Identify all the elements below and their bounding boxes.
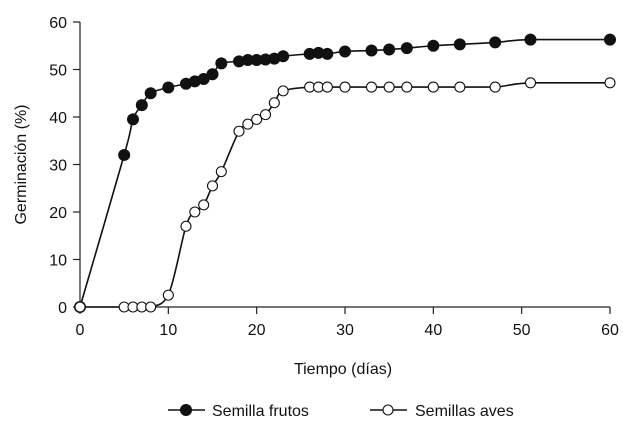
point-semilla-frutos (321, 47, 334, 60)
point-semilla-frutos (206, 68, 219, 81)
x-tick-label: 30 (336, 322, 354, 339)
point-semillas-aves (145, 301, 157, 313)
point-semillas-aves (454, 81, 466, 93)
legend-item-semilla-frutos: Semilla frutos (168, 403, 309, 420)
legend-label-semilla-frutos: Semilla frutos (212, 403, 309, 420)
x-tick-label: 10 (159, 322, 177, 339)
y-axis-label: Germinación (%) (13, 104, 30, 224)
point-semillas-aves (74, 301, 86, 313)
point-semilla-frutos (383, 43, 396, 56)
point-semillas-aves (339, 81, 351, 93)
point-semillas-aves (268, 97, 280, 109)
point-semilla-frutos (135, 99, 148, 112)
point-semilla-frutos (604, 33, 616, 46)
point-semillas-aves (251, 113, 263, 125)
y-tick-label: 40 (49, 110, 67, 127)
legend-marker-semillas-aves (382, 404, 394, 416)
point-semilla-frutos (162, 81, 175, 94)
point-semilla-frutos (215, 57, 228, 70)
point-semillas-aves (277, 85, 289, 97)
legend-item-semillas-aves: Semillas aves (370, 403, 514, 420)
point-semilla-frutos (427, 39, 440, 52)
y-tick-label: 50 (49, 63, 67, 80)
y-tick-label: 0 (58, 300, 67, 317)
series-layer (74, 33, 616, 313)
y-tick-label: 30 (49, 158, 67, 175)
point-semilla-frutos (118, 149, 131, 161)
point-semilla-frutos (277, 50, 290, 63)
point-semilla-frutos (524, 33, 537, 46)
point-semillas-aves (180, 220, 192, 232)
point-semillas-aves (206, 180, 219, 192)
point-semillas-aves (427, 81, 439, 93)
point-semillas-aves (401, 81, 413, 93)
x-tick-label: 60 (601, 322, 619, 339)
point-semilla-frutos (144, 87, 157, 100)
point-semillas-aves (162, 289, 174, 301)
point-semillas-aves (198, 199, 210, 211)
x-tick-label: 20 (248, 322, 266, 339)
axes: 0 10 20 30 40 50 60 0 10 20 30 40 50 60 (49, 15, 619, 339)
x-tick-label: 0 (76, 322, 85, 339)
legend: Semilla frutos Semillas aves (168, 403, 514, 420)
y-tick-label: 60 (49, 15, 67, 32)
point-semillas-aves (321, 81, 333, 93)
point-semillas-aves (604, 77, 616, 89)
series-semilla-frutos (74, 33, 616, 313)
y-tick-label: 20 (49, 205, 67, 222)
point-semillas-aves (524, 77, 537, 89)
point-semilla-frutos (365, 44, 378, 57)
point-semilla-frutos (127, 113, 139, 126)
legend-marker-semilla-frutos (179, 403, 193, 417)
y-tick-label: 10 (49, 253, 67, 270)
point-semilla-frutos (400, 42, 413, 55)
point-semilla-frutos (489, 36, 502, 49)
point-semilla-frutos (339, 45, 351, 58)
x-axis-label: Tiempo (días) (294, 361, 392, 378)
x-tick-label: 50 (513, 322, 531, 339)
x-tick-label: 40 (424, 322, 442, 339)
legend-label-semillas-aves: Semillas aves (415, 403, 514, 420)
series-line-semillas-aves (79, 82, 610, 308)
point-semillas-aves (233, 125, 245, 137)
point-semillas-aves (365, 81, 378, 93)
point-semilla-frutos (453, 38, 466, 51)
series-semillas-aves (74, 77, 616, 313)
point-semillas-aves (489, 81, 501, 93)
point-semillas-aves (189, 206, 201, 218)
point-semillas-aves (242, 118, 254, 130)
point-semillas-aves (383, 81, 395, 93)
point-semillas-aves (259, 109, 272, 121)
point-semillas-aves (215, 166, 227, 178)
y-axis-label-group: Germinación (%) (13, 104, 30, 224)
